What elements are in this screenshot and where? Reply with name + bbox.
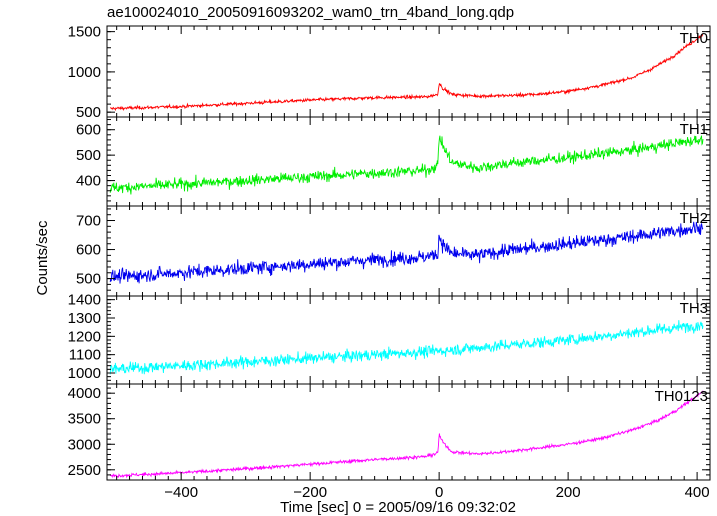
panel-th2: 500 600 700 TH2 [76, 205, 711, 297]
y-tick-label: 1500 [68, 24, 101, 41]
panel-frame [106, 25, 711, 118]
x-axis-label: Time [sec] 0 = 2005/09/16 09:32:02 [280, 499, 516, 516]
y-tick-label: 600 [76, 122, 101, 139]
panel-frame [106, 116, 711, 207]
y-tick-label: 3500 [68, 411, 101, 428]
y-tick-label: 1400 [68, 292, 101, 309]
panel-th0123: 2500 3000 3500 4000 TH0123 [68, 383, 711, 481]
x-tick-label: −200 [293, 484, 327, 501]
series-line-th2 [109, 221, 704, 284]
x-tick-label: −400 [164, 484, 198, 501]
y-tick-label: 700 [76, 213, 101, 230]
panel-label-th2: TH2 [680, 210, 708, 227]
y-tick-label: 500 [76, 147, 101, 164]
panel-frame [106, 295, 711, 385]
panel-label-th0: TH0 [680, 30, 708, 47]
panel-frame [106, 383, 711, 481]
series-line-th0 [109, 34, 704, 112]
chart-title: ae100024010_20050916093202_wam0_trn_4ban… [107, 4, 515, 21]
y-tick-label: 1100 [69, 347, 101, 364]
x-tick-label: 0 [435, 484, 443, 501]
y-tick-label: 500 [76, 104, 101, 121]
y-axis-label: Counts/sec [34, 220, 51, 296]
x-tick-label: 400 [685, 484, 710, 501]
panel-th0: 500 1000 1500 TH0 [68, 24, 711, 121]
y-tick-label: 3000 [68, 436, 101, 453]
y-tick-label: 4000 [68, 385, 101, 402]
y-tick-label: 1300 [68, 310, 101, 327]
y-tick-label: 1000 [68, 365, 101, 382]
y-tick-label: 500 [76, 271, 101, 288]
panel-label-th0123: TH0123 [655, 388, 708, 405]
x-tick-label: 200 [556, 484, 581, 501]
y-tick-label: 600 [76, 242, 101, 259]
y-tick-label: 1200 [68, 328, 101, 345]
y-tick-label: 2500 [68, 462, 101, 479]
series-line-th1 [109, 135, 704, 195]
panel-label-th3: TH3 [680, 300, 708, 317]
panel-th1: 400 500 600 TH1 [76, 116, 711, 207]
series-line-th0123 [109, 390, 704, 479]
y-tick-label: 1000 [68, 64, 101, 81]
panel-frame [106, 205, 711, 297]
series-line-th3 [109, 320, 704, 375]
panel-label-th1: TH1 [680, 121, 708, 138]
y-tick-label: 400 [76, 173, 101, 190]
x-axis: −400 −200 0 200 400 [164, 484, 709, 501]
